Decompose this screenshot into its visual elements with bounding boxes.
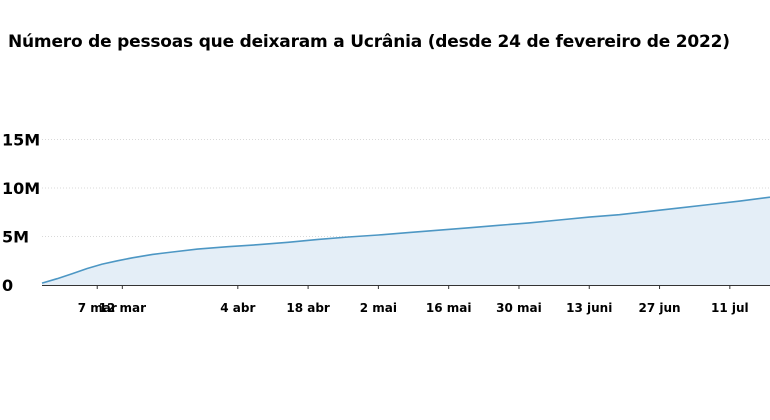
x-tick-label: 18 abr [286,301,330,315]
x-tick-label: 16 mai [426,301,472,315]
x-tick-label: 13 juni [566,301,612,315]
x-tick-label: 27 jun [639,301,681,315]
y-tick-label: 15M [2,131,40,150]
x-tick-label: 30 mai [496,301,542,315]
chart-title: Número de pessoas que deixaram a Ucrânia… [8,32,730,52]
x-tick-label: 11 jul [711,301,749,315]
series-line [41,196,770,284]
y-tick-label: 10M [2,179,40,198]
y-tick-label: 0 [2,276,13,295]
x-tick-label: 4 abr [220,301,255,315]
x-tick-label: 12 mar [99,301,146,315]
x-tick-label: 7 mar [78,301,117,315]
x-tick-label: 2 mai [360,301,397,315]
y-tick-label: 5M [2,228,29,247]
area-fill [42,197,770,285]
y-tick-labels: 0 5M 10M 15M [2,131,40,296]
